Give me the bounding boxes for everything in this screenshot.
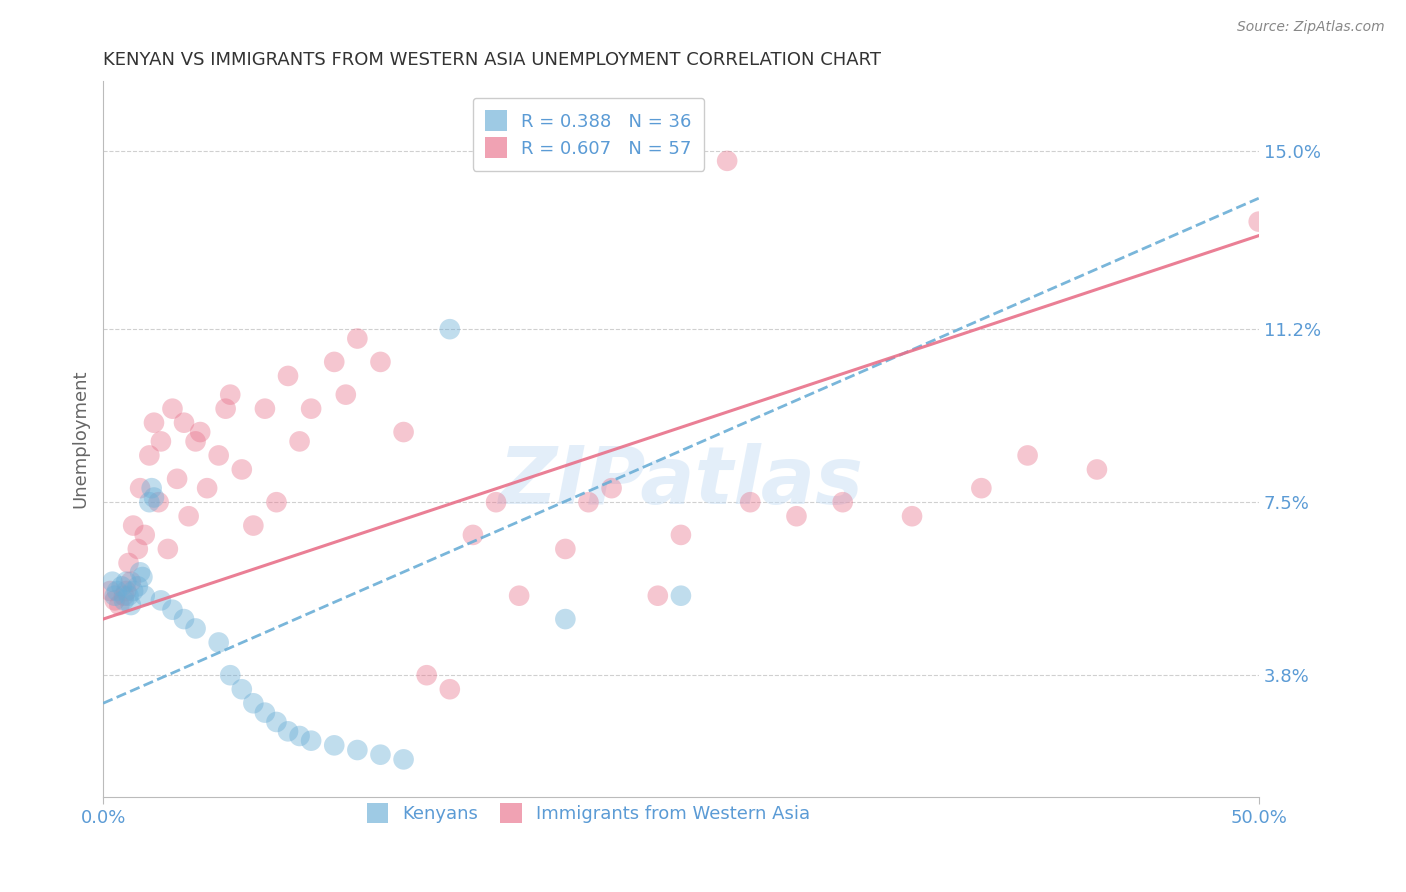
Point (461, 528, 484, 542)
Point (439, 682, 461, 697)
Point (141, 481, 163, 495)
Point (578, 495, 600, 509)
Point (335, 387, 357, 401)
Point (195, 481, 218, 495)
Point (242, 518, 264, 533)
Point (173, 612, 195, 626)
Point (669, 589, 692, 603)
Point (214, 401, 236, 416)
Point (392, 425, 415, 439)
Point (970, 481, 993, 495)
Point (346, 743, 368, 757)
Point (143, 491, 166, 505)
Point (288, 729, 311, 743)
Point (901, 509, 924, 524)
Point (299, 733, 322, 747)
Point (101, 574, 124, 589)
Point (108, 598, 131, 612)
Point (138, 449, 160, 463)
Point (143, 416, 166, 430)
Point (98, 584, 121, 599)
Point (120, 574, 142, 589)
Point (1085, 462, 1108, 476)
Point (554, 612, 576, 626)
Point (138, 495, 160, 509)
Point (288, 434, 311, 449)
Point (253, 706, 276, 720)
Point (162, 603, 184, 617)
Point (112, 589, 135, 603)
Point (439, 322, 461, 336)
Point (110, 579, 132, 593)
Point (122, 518, 145, 533)
Point (112, 593, 135, 607)
Point (149, 593, 172, 607)
Point (184, 622, 207, 636)
Point (485, 495, 508, 509)
Point (115, 584, 138, 599)
Point (127, 541, 149, 556)
Point (129, 566, 152, 580)
Point (156, 541, 179, 556)
Point (1017, 449, 1039, 463)
Point (346, 332, 368, 346)
Point (253, 401, 276, 416)
Point (323, 355, 346, 369)
Point (104, 593, 127, 607)
Point (149, 434, 172, 449)
Point (600, 481, 623, 495)
Point (105, 584, 128, 599)
Point (208, 449, 231, 463)
Point (129, 481, 152, 495)
Text: KENYAN VS IMMIGRANTS FROM WESTERN ASIA UNEMPLOYMENT CORRELATION CHART: KENYAN VS IMMIGRANTS FROM WESTERN ASIA U… (103, 51, 882, 69)
Point (134, 528, 156, 542)
Point (127, 579, 149, 593)
Point (508, 589, 530, 603)
Point (554, 541, 576, 556)
Point (173, 416, 195, 430)
Point (669, 528, 692, 542)
Point (716, 153, 738, 168)
Point (277, 368, 299, 383)
Point (370, 747, 392, 762)
Point (242, 696, 264, 710)
Point (231, 682, 253, 697)
Point (104, 589, 127, 603)
Point (162, 401, 184, 416)
Point (166, 472, 188, 486)
Point (266, 714, 288, 729)
Point (219, 387, 242, 401)
Point (148, 495, 170, 509)
Point (131, 570, 153, 584)
Point (117, 589, 139, 603)
Point (370, 355, 392, 369)
Point (1247, 214, 1270, 228)
Text: ZIPatlas: ZIPatlas (498, 443, 863, 521)
Point (184, 434, 207, 449)
Point (134, 589, 156, 603)
Legend: Kenyans, Immigrants from Western Asia: Kenyans, Immigrants from Western Asia (356, 792, 821, 834)
Point (266, 495, 288, 509)
Y-axis label: Unemployment: Unemployment (72, 370, 89, 508)
Text: Source: ZipAtlas.com: Source: ZipAtlas.com (1237, 20, 1385, 34)
Point (117, 556, 139, 570)
Point (208, 635, 231, 649)
Point (831, 495, 853, 509)
Point (277, 724, 299, 739)
Point (219, 668, 242, 682)
Point (188, 425, 211, 439)
Point (122, 584, 145, 599)
Point (323, 739, 346, 753)
Point (115, 574, 138, 589)
Point (231, 462, 253, 476)
Point (120, 598, 142, 612)
Point (177, 509, 200, 524)
Point (785, 509, 807, 524)
Point (647, 589, 669, 603)
Point (415, 668, 437, 682)
Point (740, 495, 762, 509)
Point (299, 401, 322, 416)
Point (392, 752, 415, 766)
